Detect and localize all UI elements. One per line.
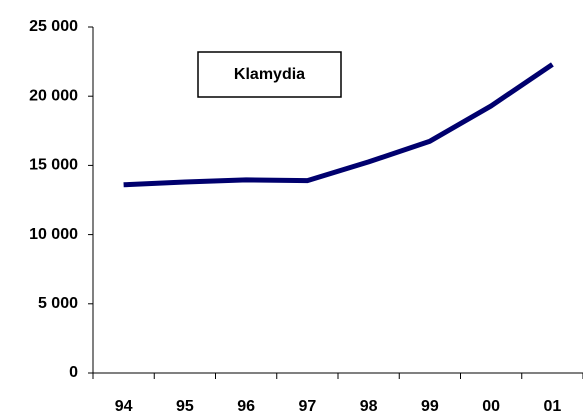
x-tick-label: 95: [176, 398, 194, 415]
x-tick-label: 94: [115, 398, 133, 415]
y-tick-label: 25 000: [29, 18, 78, 35]
legend-box: [197, 51, 342, 98]
x-tick-label: 01: [543, 398, 561, 415]
y-tick-label: 10 000: [29, 226, 78, 243]
x-tick-label: 97: [298, 398, 316, 415]
series-line: [123, 62, 554, 188]
x-tick-label: 00: [482, 398, 500, 415]
y-tick-label: 20 000: [29, 87, 78, 104]
y-tick-label: 15 000: [29, 157, 78, 174]
x-tick-label: 96: [237, 398, 255, 415]
x-tick-label: 99: [421, 398, 439, 415]
x-tick-label: 98: [360, 398, 378, 415]
legend-label: Klamydia: [234, 66, 305, 83]
y-tick-label: 5 000: [38, 295, 78, 312]
y-tick-label: 0: [69, 364, 78, 381]
